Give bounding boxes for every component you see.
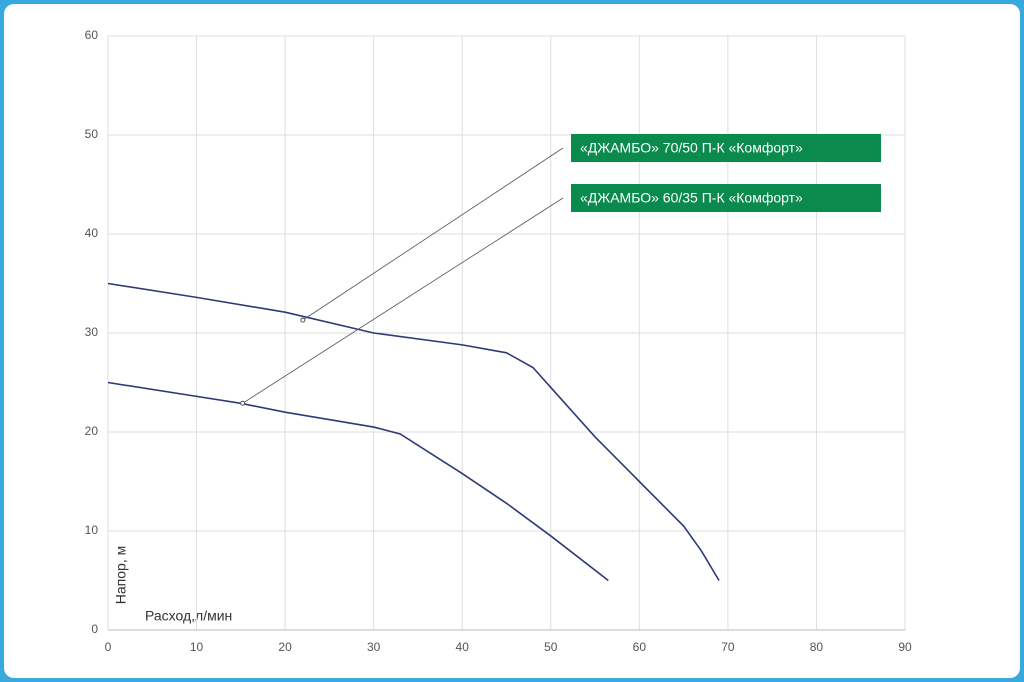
x-tick-label: 40 — [456, 640, 470, 654]
y-axis-label: Напор, м — [113, 546, 129, 604]
x-tick-label: 70 — [721, 640, 735, 654]
series-label: «ДЖАМБО» 70/50 П-К «Комфорт» — [580, 140, 803, 156]
series-line — [107, 282, 720, 581]
y-tick-label: 60 — [85, 28, 99, 42]
x-tick-label: 30 — [367, 640, 381, 654]
leader-line — [242, 197, 564, 404]
x-tick-label: 10 — [190, 640, 204, 654]
x-tick-label: 60 — [633, 640, 647, 654]
y-tick-label: 0 — [91, 622, 98, 636]
y-tick-label: 30 — [85, 325, 99, 339]
x-tick-label: 0 — [105, 640, 112, 654]
label-box — [571, 134, 881, 162]
y-tick-label: 10 — [85, 523, 99, 537]
y-tick-label: 20 — [85, 424, 99, 438]
x-axis-label: Расход,л/мин — [145, 608, 232, 624]
y-tick-label: 40 — [85, 226, 99, 240]
anchor-point — [300, 317, 306, 323]
x-tick-label: 90 — [898, 640, 912, 654]
leader-line — [302, 147, 564, 321]
anchor-point — [240, 400, 246, 406]
y-tick-label: 50 — [85, 127, 99, 141]
label-box — [571, 184, 881, 212]
series-label: «ДЖАМБО» 60/35 П-К «Комфорт» — [580, 190, 803, 206]
x-tick-label: 80 — [810, 640, 824, 654]
x-tick-label: 20 — [278, 640, 292, 654]
frame — [4, 4, 1020, 678]
series-line — [107, 381, 609, 582]
x-tick-label: 50 — [544, 640, 558, 654]
